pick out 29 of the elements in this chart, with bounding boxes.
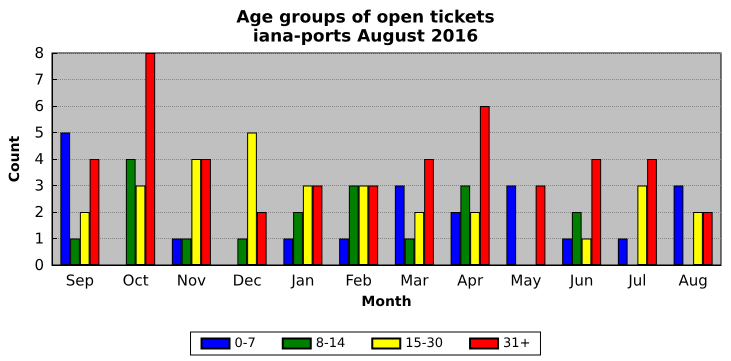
x-tick-label: Nov xyxy=(176,272,206,290)
x-tick-label: Sep xyxy=(66,272,94,290)
legend-label: 8-14 xyxy=(316,336,346,351)
legend-label: 0-7 xyxy=(234,336,256,351)
x-tick-label: Apr xyxy=(457,272,484,290)
y-tick-label: 8 xyxy=(34,44,44,62)
legend-label: 15-30 xyxy=(405,336,444,351)
x-tick-label: Oct xyxy=(122,272,149,290)
x-tick-label: Jun xyxy=(568,272,594,290)
legend-label: 31+ xyxy=(503,336,530,351)
x-axis-title: Month xyxy=(361,294,412,310)
x-tick-label: Dec xyxy=(232,272,262,290)
y-tick-label: 5 xyxy=(34,124,44,142)
x-tick-label: Mar xyxy=(400,272,430,290)
y-tick-label: 0 xyxy=(34,256,44,274)
x-tick-label: Feb xyxy=(345,272,372,290)
x-tick-label: Aug xyxy=(678,272,708,290)
y-axis-title: Count xyxy=(7,135,23,182)
y-tick-label: 6 xyxy=(34,97,44,115)
x-tick-label: Jul xyxy=(627,272,646,290)
y-tick-label: 1 xyxy=(34,230,44,248)
x-tick-label: May xyxy=(510,272,542,290)
y-tick-label: 3 xyxy=(34,176,44,194)
y-tick-label: 2 xyxy=(34,203,44,221)
chart-subtitle: iana-ports August 2016 xyxy=(252,26,478,46)
y-tick-label: 4 xyxy=(34,150,44,168)
x-tick-label: Jan xyxy=(290,272,314,290)
chart-title: Age groups of open tickets xyxy=(236,8,495,28)
y-tick-label: 7 xyxy=(34,70,44,88)
